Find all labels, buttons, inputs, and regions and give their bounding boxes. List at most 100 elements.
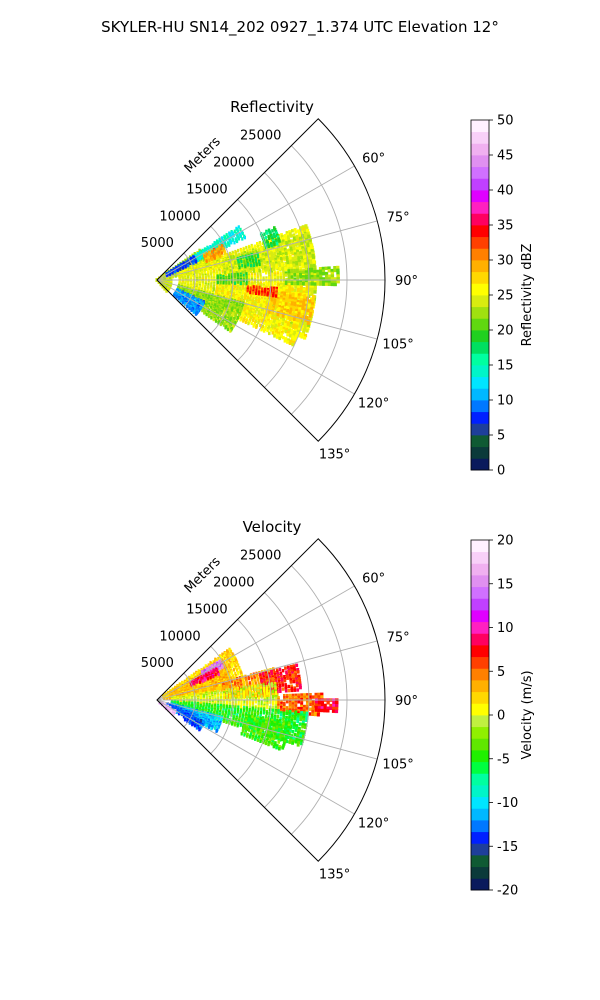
echo-cell	[270, 274, 274, 278]
echo-cell	[282, 288, 286, 293]
echo-cell	[298, 233, 302, 238]
echo-cell	[316, 269, 320, 274]
echo-cell	[319, 279, 323, 284]
echo-cell	[258, 253, 262, 258]
echo-cell	[293, 238, 297, 242]
echo-cell	[296, 268, 299, 272]
echo-cell	[278, 305, 281, 309]
echo-cell	[291, 299, 294, 303]
echo-cell	[174, 274, 177, 278]
echo-cell	[233, 308, 236, 313]
echo-cell	[294, 293, 298, 297]
echo-cell	[275, 335, 279, 339]
echo-cell	[265, 255, 268, 260]
echo-cell	[296, 249, 299, 253]
echo-cell	[271, 279, 274, 284]
echo-cell	[226, 311, 229, 315]
echo-cell	[309, 311, 313, 316]
echo-cell	[217, 248, 220, 252]
echo-cell	[299, 253, 303, 257]
echo-cell	[261, 265, 264, 269]
echo-cell	[278, 264, 282, 268]
echo-cell	[294, 299, 297, 303]
echo-cell	[316, 277, 320, 281]
echo-cell	[276, 288, 280, 292]
echo-cell	[294, 230, 298, 234]
echo-cell	[282, 272, 285, 276]
echo-cell	[296, 302, 300, 306]
echo-cell	[270, 270, 274, 275]
echo-cell	[310, 287, 314, 291]
echo-cell	[246, 268, 250, 272]
echo-cell	[299, 302, 303, 307]
echo-cell	[271, 256, 274, 260]
echo-cell	[279, 288, 283, 292]
echo-cell	[283, 234, 287, 238]
echo-cell	[284, 247, 287, 252]
echo-cell	[174, 270, 177, 274]
echo-cell	[274, 235, 278, 239]
echo-cell	[280, 293, 283, 297]
echo-cell	[228, 305, 231, 309]
echo-cell	[263, 247, 266, 251]
echo-cell	[281, 328, 285, 333]
echo-cell	[287, 331, 290, 335]
echo-cell	[251, 286, 254, 290]
echo-cell	[286, 325, 289, 330]
echo-cell	[298, 319, 302, 323]
echo-cell	[287, 338, 290, 342]
echo-cell	[319, 274, 323, 279]
echo-cell	[286, 262, 290, 266]
echo-cell	[271, 276, 274, 280]
echo-cell	[265, 231, 269, 235]
echo-cell	[223, 292, 227, 297]
echo-cell	[236, 316, 239, 320]
echo-cell	[221, 269, 224, 274]
echo-cell	[310, 277, 314, 281]
echo-cell	[238, 269, 241, 273]
echo-cell	[305, 290, 309, 295]
echo-cell	[282, 297, 286, 302]
echo-cell	[279, 325, 283, 330]
echo-cell	[302, 275, 305, 279]
echo-cell	[299, 270, 302, 274]
echo-cell	[309, 244, 313, 248]
echo-cell	[264, 310, 267, 314]
echo-cell	[275, 261, 278, 265]
echo-cell	[266, 261, 269, 265]
echo-cell	[277, 284, 280, 288]
echo-cell	[292, 233, 296, 237]
echo-cell	[297, 258, 301, 262]
echo-cell	[295, 265, 299, 269]
echo-cell	[276, 312, 280, 317]
echo-cell	[285, 289, 288, 293]
echo-cell	[271, 311, 274, 315]
echo-cell	[232, 271, 235, 275]
echo-cell	[290, 250, 294, 255]
echo-cell	[285, 296, 289, 300]
echo-cell	[289, 254, 292, 258]
echo-cell	[296, 313, 300, 318]
echo-cell	[252, 269, 255, 273]
echo-cell	[292, 323, 296, 327]
echo-cell	[303, 313, 306, 317]
echo-cell	[281, 248, 284, 252]
echo-cell	[307, 292, 311, 296]
echo-cell	[286, 299, 290, 304]
echo-cell	[236, 229, 240, 233]
echo-cell	[221, 258, 224, 262]
echo-cell	[285, 298, 289, 302]
echo-cell	[292, 340, 296, 345]
echo-cell	[294, 258, 298, 263]
echo-cell	[269, 319, 273, 324]
echo-cell	[295, 334, 299, 338]
echo-cell	[305, 301, 309, 305]
echo-cell	[290, 321, 293, 325]
echo-cell	[284, 251, 288, 256]
echo-cell	[293, 338, 297, 342]
echo-cell	[287, 321, 291, 326]
echo-cell	[287, 271, 291, 275]
echo-cell	[293, 268, 296, 273]
echo-cell	[305, 240, 309, 244]
echo-cell	[299, 288, 303, 292]
